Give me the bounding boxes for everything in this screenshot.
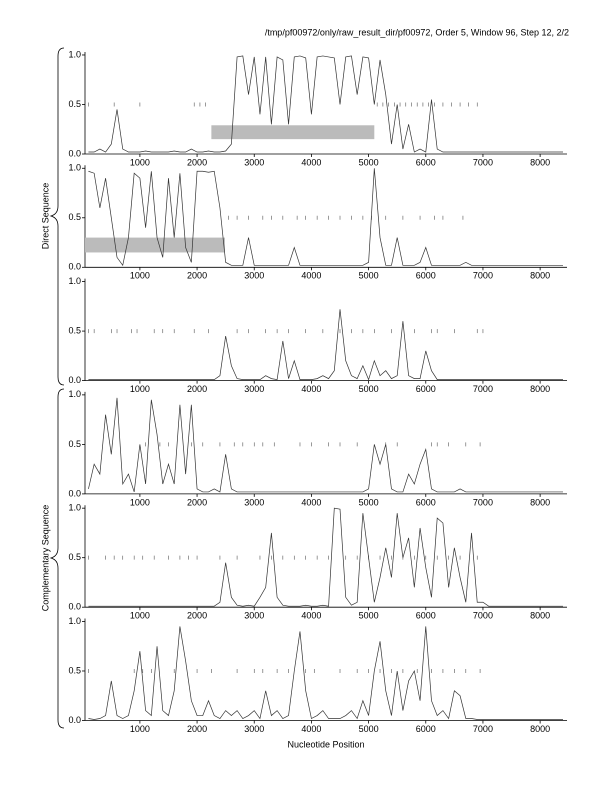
x-tick-label: 7000 [473,384,493,394]
coding-potential-line [88,397,563,493]
x-tick-label: 2000 [187,157,207,167]
x-tick-label: 7000 [473,497,493,507]
x-tick-label: 6000 [416,497,436,507]
x-tick-label: 4000 [301,157,321,167]
group-label: Direct Sequence [40,183,50,250]
x-tick-label: 4000 [301,384,321,394]
y-tick-label: 0.5 [68,665,81,675]
x-tick-label: 8000 [530,271,550,281]
x-axis-label: Nucleotide Position [287,739,364,749]
x-tick-label: 5000 [359,724,379,734]
x-tick-label: 4000 [301,497,321,507]
y-tick-label: 0.5 [68,439,81,449]
coding-potential-line [88,168,563,267]
x-tick-label: 5000 [359,271,379,281]
coding-potential-line [88,309,563,381]
coding-potential-line [88,507,563,607]
y-tick-label: 1.0 [68,389,81,399]
x-tick-label: 6000 [416,271,436,281]
y-tick-label: 1.0 [68,163,81,173]
y-tick-label: 0.5 [68,552,81,562]
x-tick-label: 3000 [244,611,264,621]
x-tick-label: 6000 [416,157,436,167]
x-tick-label: 1000 [130,384,150,394]
y-tick-label: 0.5 [68,212,81,222]
x-tick-label: 5000 [359,157,379,167]
x-tick-label: 5000 [359,497,379,507]
y-tick-label: 0.0 [68,375,81,385]
x-tick-label: 3000 [244,157,264,167]
orf-region [85,237,225,253]
x-tick-label: 5000 [359,384,379,394]
x-tick-label: 3000 [244,724,264,734]
x-tick-label: 2000 [187,611,207,621]
x-tick-label: 1000 [130,497,150,507]
y-tick-label: 1.0 [68,616,81,626]
x-tick-label: 3000 [244,497,264,507]
x-tick-label: 1000 [130,724,150,734]
y-tick-label: 0.0 [68,602,81,612]
x-tick-label: 7000 [473,157,493,167]
x-tick-label: 8000 [530,157,550,167]
y-tick-label: 1.0 [68,49,81,59]
coding-potential-line [88,626,563,720]
x-tick-label: 5000 [359,611,379,621]
x-tick-label: 8000 [530,724,550,734]
x-tick-label: 8000 [530,611,550,621]
coding-potential-line [88,55,563,153]
x-tick-label: 7000 [473,724,493,734]
figure-title: /tmp/pf00972/only/raw_result_dir/pf00972… [265,27,569,37]
x-tick-label: 2000 [187,497,207,507]
x-tick-label: 6000 [416,611,436,621]
y-tick-label: 0.5 [68,325,81,335]
x-tick-label: 6000 [416,724,436,734]
x-tick-label: 4000 [301,611,321,621]
y-tick-label: 1.0 [68,276,81,286]
y-tick-label: 1.0 [68,503,81,513]
x-tick-label: 4000 [301,724,321,734]
y-tick-label: 0.0 [68,715,81,725]
x-tick-label: 1000 [130,611,150,621]
x-tick-label: 4000 [301,271,321,281]
x-tick-label: 1000 [130,271,150,281]
group-brace [49,388,65,729]
group-label: Complementary Sequence [40,505,50,612]
y-tick-label: 0.0 [68,262,81,272]
orf-region [211,125,375,140]
y-tick-label: 0.0 [68,488,81,498]
x-tick-label: 8000 [530,497,550,507]
x-tick-label: 3000 [244,271,264,281]
x-tick-label: 6000 [416,384,436,394]
x-tick-label: 2000 [187,724,207,734]
x-tick-label: 2000 [187,271,207,281]
x-tick-label: 7000 [473,271,493,281]
x-tick-label: 2000 [187,384,207,394]
x-tick-label: 3000 [244,384,264,394]
y-tick-label: 0.0 [68,148,81,158]
x-tick-label: 8000 [530,384,550,394]
y-tick-label: 0.5 [68,99,81,109]
x-tick-label: 7000 [473,611,493,621]
group-brace [49,47,65,386]
x-tick-label: 1000 [130,157,150,167]
